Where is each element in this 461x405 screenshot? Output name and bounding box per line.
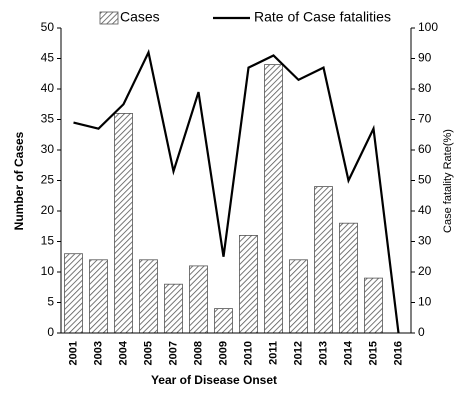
y2-tick-label: 90 — [418, 51, 432, 65]
y-tick-label: 50 — [41, 20, 55, 34]
y2-axis-title: Case fatality Rate(%) — [442, 129, 454, 233]
x-tick-label: 2015 — [367, 341, 379, 365]
x-tick-label: 2001 — [67, 341, 79, 365]
bar — [289, 259, 308, 334]
y2-tick-label: 0 — [418, 325, 425, 339]
rate-line — [73, 49, 400, 334]
x-tick-label: 2016 — [392, 341, 404, 365]
y2-tick-label: 100 — [418, 20, 438, 34]
bar — [64, 253, 83, 334]
x-tick-label: 2008 — [192, 341, 204, 365]
x-axis-title: Year of Disease Onset — [151, 373, 277, 387]
legend-swatch — [99, 11, 119, 25]
x-tick-label: 2010 — [242, 341, 254, 365]
y-tick-label: 5 — [47, 295, 54, 309]
y2-tick-label: 50 — [418, 173, 432, 187]
y-tick-label: 30 — [41, 142, 55, 156]
bar — [89, 259, 108, 334]
y-tick-label: 10 — [41, 264, 55, 278]
y2-tick-label: 60 — [418, 142, 432, 156]
bar — [364, 277, 383, 334]
x-tick-label: 2004 — [117, 340, 129, 365]
y-tick-label: 25 — [41, 173, 55, 187]
x-tick-label: 2012 — [292, 341, 304, 365]
y-tick-label: 35 — [41, 112, 55, 126]
x-tick-label: 2003 — [92, 341, 104, 365]
bar — [189, 265, 208, 334]
bar — [114, 113, 133, 334]
bar — [239, 234, 258, 334]
y2-tick-label: 70 — [418, 112, 432, 126]
y2-tick-label: 30 — [418, 234, 432, 248]
x-tick-label: 2014 — [342, 340, 354, 365]
y-axis-title: Number of Cases — [12, 131, 26, 230]
x-tick-label: 2013 — [317, 341, 329, 365]
y2-tick-label: 20 — [418, 264, 432, 278]
y2-tick-label: 80 — [418, 81, 432, 95]
bar — [164, 283, 183, 334]
y-tick-label: 15 — [41, 234, 55, 248]
y2-tick-label: 10 — [418, 295, 432, 309]
bar — [139, 259, 158, 334]
y2-tick-label: 40 — [418, 203, 432, 217]
x-tick-label: 2007 — [167, 341, 179, 365]
y-tick-label: 20 — [41, 203, 55, 217]
y-tick-label: 40 — [41, 81, 55, 95]
x-tick-label: 2005 — [142, 341, 154, 365]
bar — [214, 308, 233, 334]
bar — [264, 64, 283, 334]
y-tick-label: 0 — [47, 325, 54, 339]
legend-label: Cases — [120, 9, 160, 25]
bar — [339, 222, 358, 334]
x-tick-label: 2011 — [267, 341, 279, 365]
legend-label: Rate of Case fatalities — [254, 9, 391, 25]
bar — [314, 186, 333, 334]
y-tick-label: 45 — [41, 51, 55, 65]
x-tick-label: 2009 — [217, 341, 229, 365]
